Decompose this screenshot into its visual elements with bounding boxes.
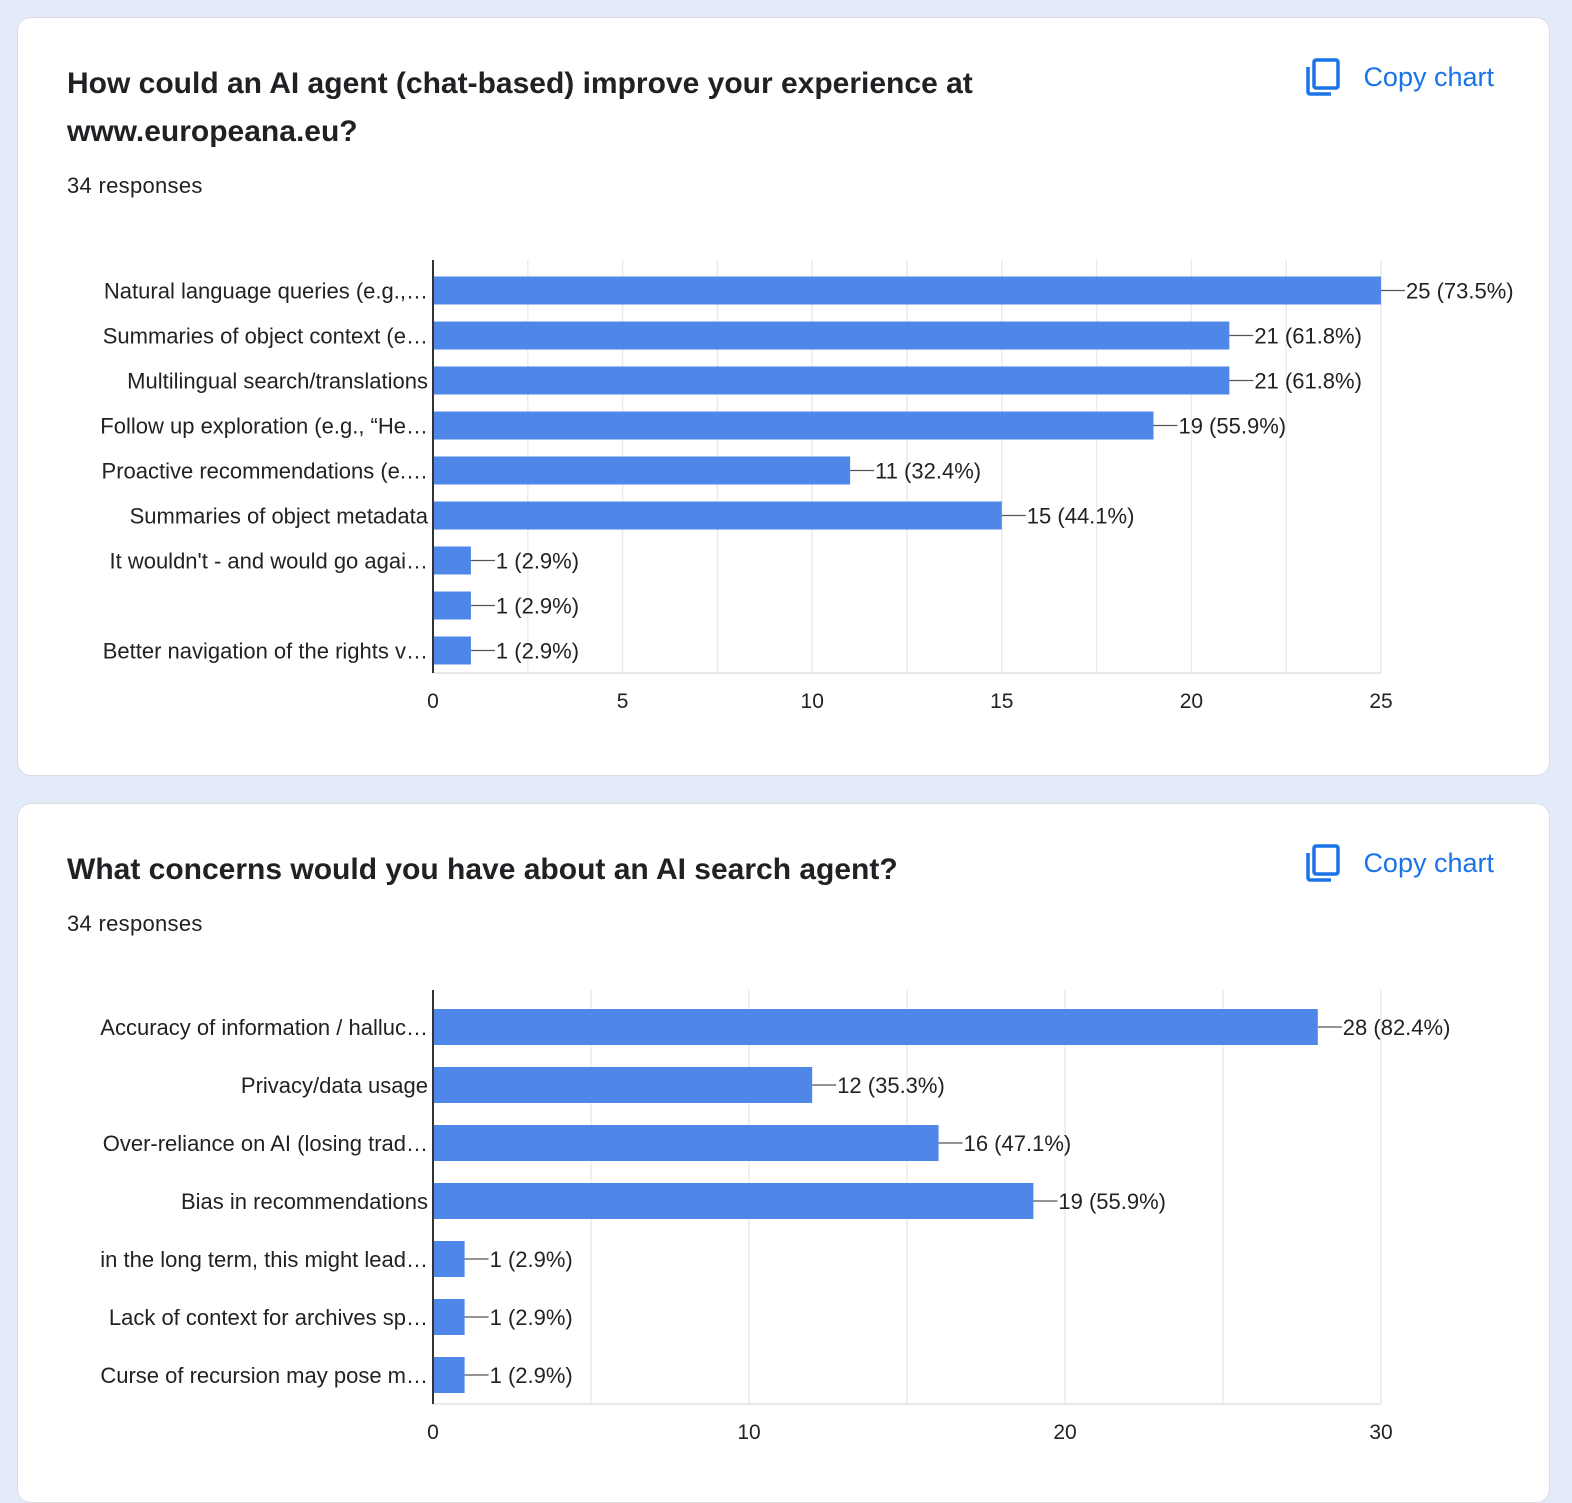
category-label: Lack of context for archives sp… (109, 1305, 428, 1330)
copy-icon (1306, 844, 1341, 882)
category-label: Bias in recommendations (181, 1189, 428, 1214)
response-count: 34 responses (67, 911, 203, 936)
category-label: Privacy/data usage (241, 1073, 428, 1098)
category-label: Summaries of object metadata (130, 504, 429, 529)
category-label: Over-reliance on AI (losing trad… (103, 1131, 428, 1156)
copy-chart-button[interactable]: Copy chart (1305, 844, 1494, 882)
bar (433, 591, 471, 620)
category-label: Multilingual search/translations (127, 369, 428, 394)
x-tick-label: 20 (1053, 1421, 1076, 1444)
data-label: 21 (61.8%) (1254, 324, 1362, 349)
data-label: 28 (82.4%) (1343, 1015, 1451, 1040)
category-label: Follow up exploration (e.g., “He… (100, 414, 428, 439)
bar (433, 1299, 465, 1335)
copy-chart-button[interactable]: Copy chart (1305, 58, 1494, 96)
chart-card-2: What concerns would you have about an AI… (17, 803, 1550, 1503)
data-label: 1 (2.9%) (496, 639, 579, 664)
category-label: Natural language queries (e.g.,… (104, 279, 428, 304)
bar (433, 1125, 939, 1161)
bar (433, 1183, 1034, 1219)
x-tick-label: 20 (1180, 690, 1203, 713)
x-tick-label: 30 (1369, 1421, 1392, 1444)
data-label: 16 (47.1%) (964, 1131, 1072, 1156)
x-tick-label: 25 (1369, 690, 1392, 713)
bar (433, 636, 471, 665)
category-label: It wouldn't - and would go agai… (109, 549, 428, 574)
chart-card-1: How could an AI agent (chat-based) impro… (17, 17, 1550, 776)
bar-chart: Natural language queries (e.g.,… 25 (73.5… (100, 260, 1514, 713)
category-label: in the long term, this might lead… (100, 1247, 428, 1272)
question-title: What concerns would you have about an AI… (67, 853, 898, 886)
data-label: 1 (2.9%) (490, 1363, 573, 1388)
bar (433, 1009, 1318, 1045)
data-label: 1 (2.9%) (490, 1305, 573, 1330)
bar (433, 366, 1230, 395)
bar-chart: Accuracy of information / halluc… 28 (82.… (100, 990, 1451, 1444)
question-title: How could an AI agent (chat-based) impro… (67, 67, 973, 148)
data-label: 1 (2.9%) (490, 1247, 573, 1272)
bar (433, 501, 1002, 530)
data-label: 25 (73.5%) (1406, 279, 1514, 304)
copy-chart-label: Copy chart (1363, 61, 1494, 92)
category-label: Summaries of object context (e… (103, 324, 428, 349)
data-label: 15 (44.1%) (1027, 504, 1135, 529)
category-label: Better navigation of the rights v… (103, 639, 428, 664)
x-tick-label: 5 (617, 690, 629, 713)
data-label: 11 (32.4%) (875, 459, 981, 484)
data-label: 12 (35.3%) (837, 1073, 945, 1098)
data-label: 19 (55.9%) (1058, 1189, 1166, 1214)
category-label: Accuracy of information / halluc… (100, 1015, 428, 1040)
category-label: Curse of recursion may pose m… (100, 1363, 428, 1388)
bar (433, 276, 1381, 305)
bar (433, 411, 1154, 440)
x-tick-label: 10 (737, 1421, 760, 1444)
bar (433, 546, 471, 575)
bar (433, 1067, 813, 1103)
data-label: 1 (2.9%) (496, 549, 579, 574)
category-label: Proactive recommendations (e.… (102, 459, 428, 484)
data-label: 1 (2.9%) (496, 594, 579, 619)
copy-chart-label: Copy chart (1363, 847, 1494, 878)
data-label: 19 (55.9%) (1178, 414, 1286, 439)
bar (433, 321, 1230, 350)
bar (433, 1357, 465, 1393)
response-count: 34 responses (67, 173, 203, 198)
x-tick-label: 0 (427, 690, 439, 713)
bar (433, 1241, 465, 1277)
bar (433, 456, 851, 485)
x-tick-label: 15 (990, 690, 1013, 713)
x-tick-label: 0 (427, 1421, 439, 1444)
copy-icon (1306, 58, 1341, 96)
x-tick-label: 10 (801, 690, 824, 713)
data-label: 21 (61.8%) (1254, 369, 1362, 394)
